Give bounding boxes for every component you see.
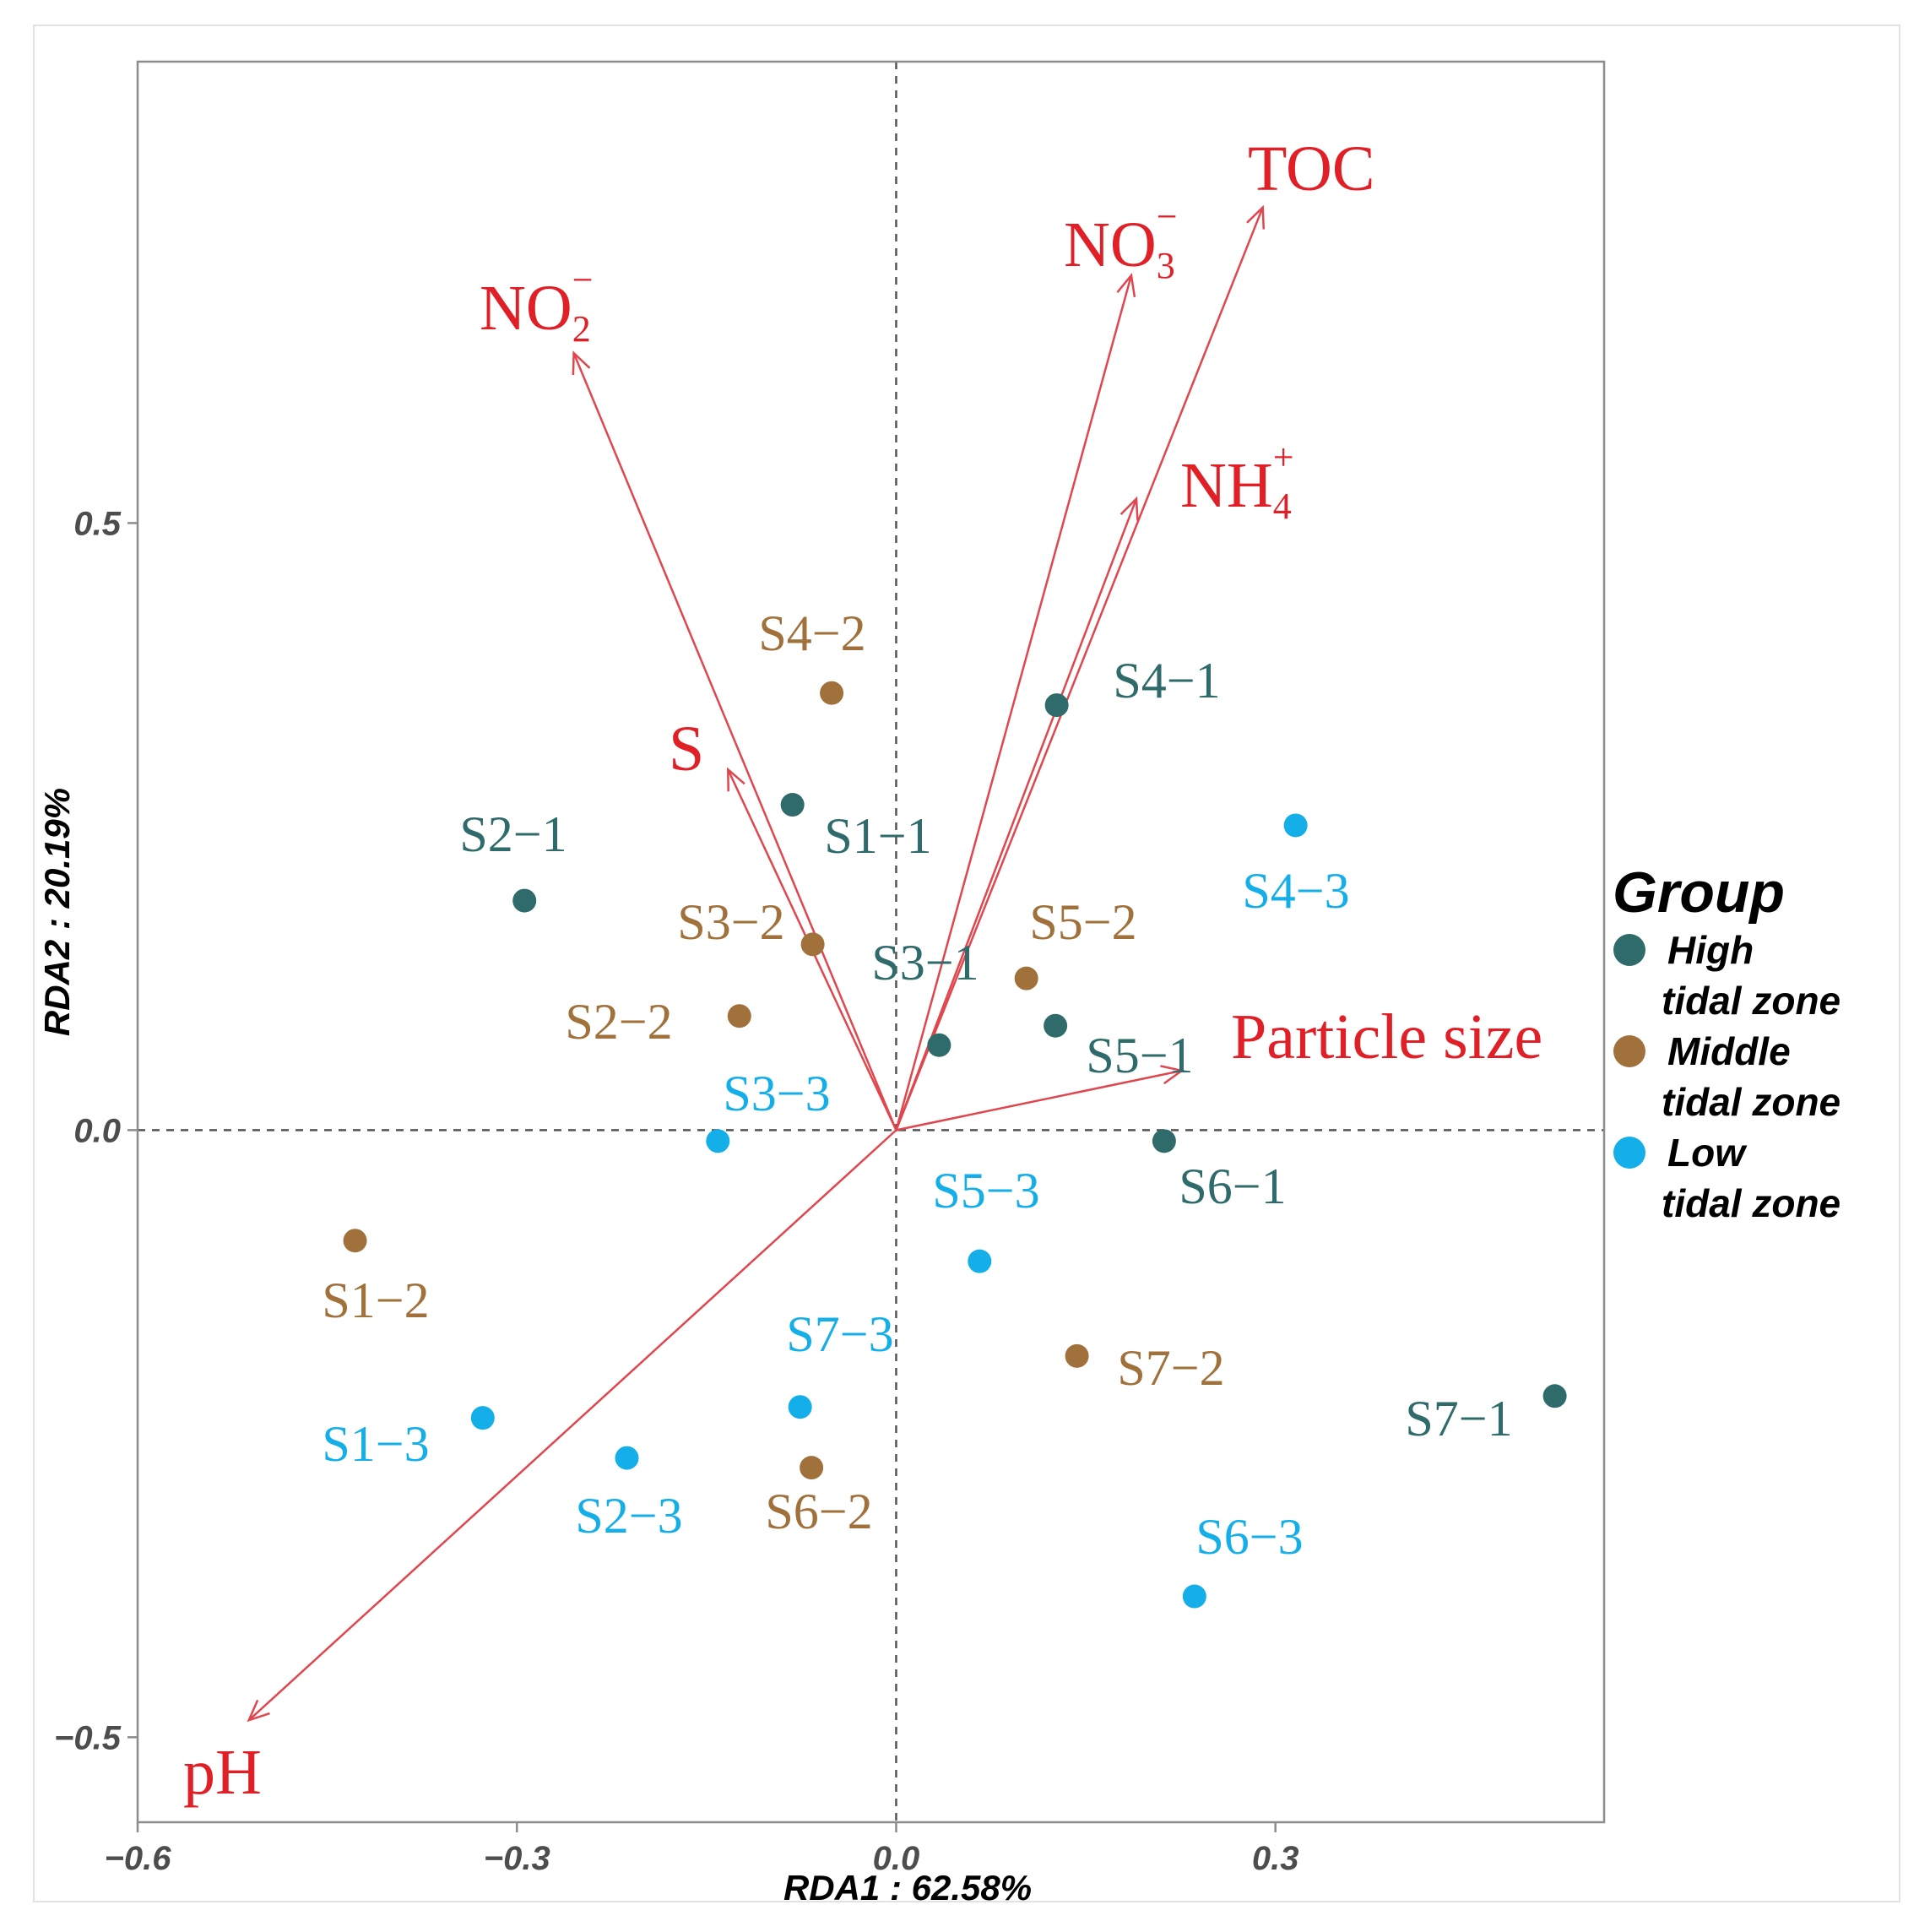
- vector-arrowhead: [1116, 273, 1136, 297]
- sample-point: [512, 888, 537, 913]
- vector-arrowhead: [726, 767, 745, 792]
- environment-vectors: TOC NO3− NO2− NH4+ S Particle size pH: [183, 133, 1542, 1808]
- sample-label: S4−1: [1113, 653, 1220, 708]
- sample-point: [800, 1456, 824, 1480]
- vector-line: [895, 274, 1133, 1131]
- sample-label: S3−1: [871, 935, 979, 990]
- sample-point: [706, 1129, 730, 1153]
- x-tick-label: 0.3: [1252, 1840, 1299, 1877]
- axes: −0.6 −0.3 0.0 0.3 0.5 0.0 −0.5: [54, 505, 1298, 1877]
- sample-label: S1−3: [322, 1416, 429, 1472]
- legend-title: Group: [1613, 860, 1785, 925]
- sample-points: S1−1 S2−1 S3−1 S4−1 S5−1 S6−1 S7−1 S1−2 S2−2S3−2…: [322, 605, 1567, 1609]
- sample-label: S2−3: [575, 1488, 682, 1544]
- y-tick-label: 0.0: [73, 1112, 121, 1149]
- legend-swatch: [1613, 934, 1645, 966]
- x-tick-label: −0.3: [484, 1840, 550, 1877]
- vector-label: NO2−: [480, 259, 594, 350]
- sample-point: [1283, 813, 1308, 838]
- legend: Group High tidal zone Middle tidal zone Low t…: [1613, 860, 1841, 1225]
- sample-point: [820, 681, 844, 705]
- sample-label: S5−3: [932, 1163, 1039, 1218]
- sample-label: S4−2: [758, 605, 865, 661]
- legend-label-line1: Low: [1667, 1131, 1748, 1175]
- sample-label: S6−2: [765, 1484, 872, 1539]
- sample-label: S1−2: [322, 1273, 429, 1328]
- y-axis-title: RDA2 : 20.19%: [37, 788, 77, 1036]
- legend-label-line1: Middle: [1667, 1029, 1791, 1073]
- vector-arrowhead: [1160, 1065, 1185, 1085]
- sample-point: [470, 1406, 495, 1430]
- sample-point: [1182, 1584, 1206, 1609]
- vector-arrowhead: [1246, 204, 1266, 230]
- vector-arrowhead: [1120, 496, 1139, 521]
- legend-label-line2: tidal zone: [1662, 979, 1841, 1023]
- vector-line: [895, 207, 1264, 1131]
- vector-line: [896, 1069, 1183, 1132]
- legend-swatch: [1613, 1137, 1645, 1169]
- reference-lines: [138, 62, 1604, 1822]
- y-tick-label: 0.5: [73, 505, 121, 542]
- vector-arrowhead: [247, 1699, 270, 1723]
- sample-label: S7−1: [1405, 1391, 1512, 1446]
- sample-point: [800, 932, 825, 957]
- sample-point: [1065, 1343, 1089, 1368]
- vector-line: [247, 1129, 897, 1722]
- sample-point: [927, 1033, 951, 1057]
- sample-point: [615, 1446, 639, 1470]
- vector-arrowhead: [572, 350, 591, 376]
- plot-panel-border: [136, 60, 1606, 1824]
- sample-label: S4−3: [1242, 863, 1349, 919]
- sample-point: [1014, 966, 1038, 990]
- vector-label: S: [669, 714, 704, 784]
- sample-label: S3−2: [677, 894, 784, 950]
- sample-label: S6−3: [1195, 1509, 1303, 1565]
- sample-label: S3−3: [723, 1066, 830, 1121]
- legend-label-line2: tidal zone: [1662, 1181, 1841, 1225]
- sample-label: S2−1: [459, 806, 567, 862]
- sample-label: S7−3: [786, 1306, 893, 1362]
- sample-label: S7−2: [1117, 1340, 1224, 1396]
- x-tick-label: 0.0: [873, 1840, 920, 1877]
- vector-label: Particle size: [1231, 1001, 1542, 1072]
- sample-point: [727, 1004, 751, 1028]
- sample-point: [968, 1249, 992, 1273]
- vector-line: [895, 498, 1138, 1131]
- sample-label: S2−2: [565, 994, 672, 1050]
- vector-label: NH4+: [1180, 437, 1294, 527]
- figure-border: [33, 24, 1900, 1902]
- vector-label: NO3−: [1064, 196, 1178, 286]
- legend-swatch: [1613, 1035, 1645, 1067]
- legend-label-line1: High: [1667, 928, 1754, 972]
- vector-label: pH: [183, 1737, 262, 1808]
- vector-line: [572, 352, 897, 1131]
- sample-point: [343, 1229, 367, 1253]
- sample-point: [1542, 1384, 1567, 1408]
- sample-point: [1044, 1013, 1068, 1038]
- sample-label: S5−2: [1029, 894, 1136, 950]
- x-axis-title: RDA1 : 62.58%: [783, 1868, 1032, 1908]
- sample-label: S1−1: [824, 808, 931, 864]
- sample-point: [1044, 693, 1069, 718]
- x-tick-label: −0.6: [105, 1840, 172, 1877]
- sample-point: [788, 1395, 812, 1419]
- sample-label: S6−1: [1179, 1159, 1286, 1214]
- sample-label: S5−1: [1086, 1028, 1193, 1083]
- legend-label-line2: tidal zone: [1662, 1080, 1841, 1124]
- sample-point: [1152, 1129, 1176, 1153]
- sample-point: [780, 793, 805, 817]
- vector-label: TOC: [1248, 133, 1375, 204]
- y-tick-label: −0.5: [54, 1719, 122, 1756]
